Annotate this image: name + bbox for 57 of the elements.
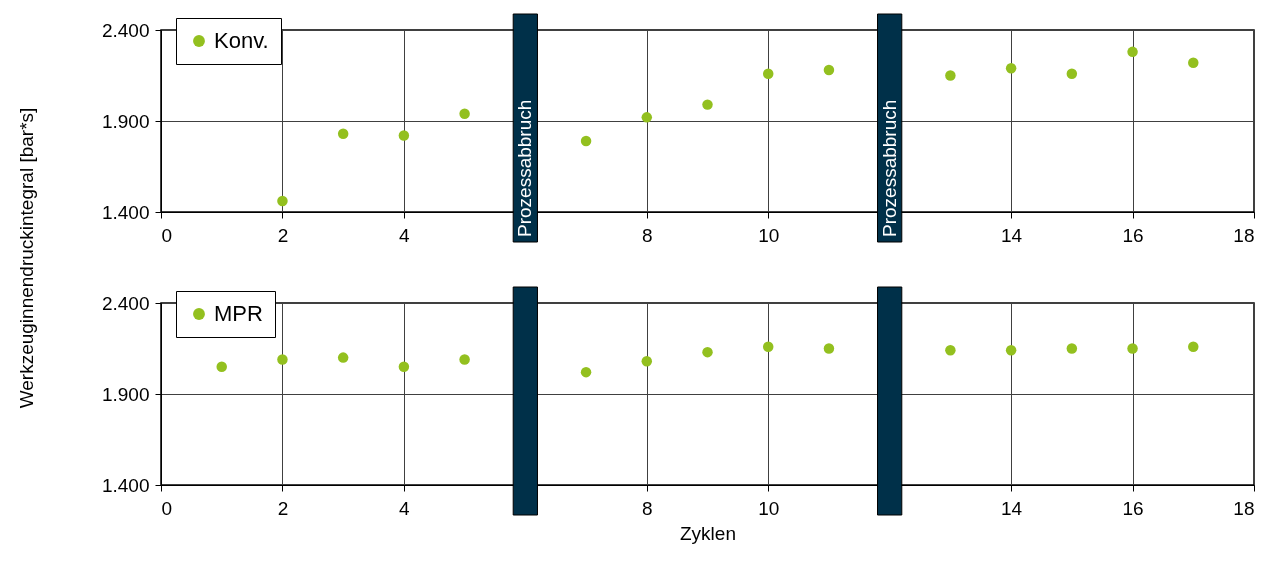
x-tick-label: 16 [1122,224,1144,246]
x-tick-label: 14 [1001,497,1023,519]
y-tick-label: 1.400 [101,474,150,496]
point [702,99,713,110]
point [1127,343,1138,354]
x-tick-label: 10 [758,497,780,519]
point [823,343,835,354]
legend-label: Konv. [214,28,269,53]
x-tick-label: 8 [641,224,653,246]
x-tick-label: 2 [277,497,289,519]
x-tick-label: 0 [161,497,173,519]
band-label: Prozessabbruch [878,99,900,237]
point [762,68,774,79]
point [1066,343,1078,354]
x-tick-label: 0 [161,224,173,246]
x-tick-label: 4 [399,497,411,519]
point [459,354,470,365]
point [1005,345,1017,356]
point [337,352,349,363]
x-tick-label: 18 [1233,497,1255,519]
point [398,361,410,372]
point [277,195,288,207]
x-tick-label: 14 [1001,224,1023,246]
x-tick-label: 2 [277,224,289,246]
point [641,356,653,367]
y-tick-label: 2.400 [101,19,150,41]
y-tick-label: 1.900 [101,383,150,405]
point [702,346,713,358]
x-tick-label: 10 [758,224,780,246]
point [641,112,653,123]
point [216,361,227,372]
x-tick-label: 16 [1122,497,1144,519]
y-tick-label: 2.400 [101,292,150,314]
point [1127,46,1138,58]
point [277,354,288,365]
point [459,108,470,119]
point [1188,341,1199,352]
y-axis-title: Werkzeuginnendruckintegral [bar*s] [15,107,37,409]
point [337,128,349,139]
x-tick-label: 4 [399,224,411,246]
band-label: Prozessabbruch [514,99,536,237]
point [580,366,592,378]
point [945,70,956,81]
point [762,341,774,352]
x-tick-label: 18 [1233,224,1255,246]
point [823,64,835,76]
point [1005,62,1017,74]
y-tick-label: 1.900 [101,110,150,132]
y-tick-label: 1.400 [101,201,150,223]
point [1066,68,1078,79]
point [945,345,956,356]
x-tick-label: 8 [641,497,653,519]
point [398,130,410,141]
legend-label: MPR [214,301,263,326]
x-axis-title: Zyklen [680,522,736,544]
point [1188,57,1199,68]
point [580,135,592,147]
